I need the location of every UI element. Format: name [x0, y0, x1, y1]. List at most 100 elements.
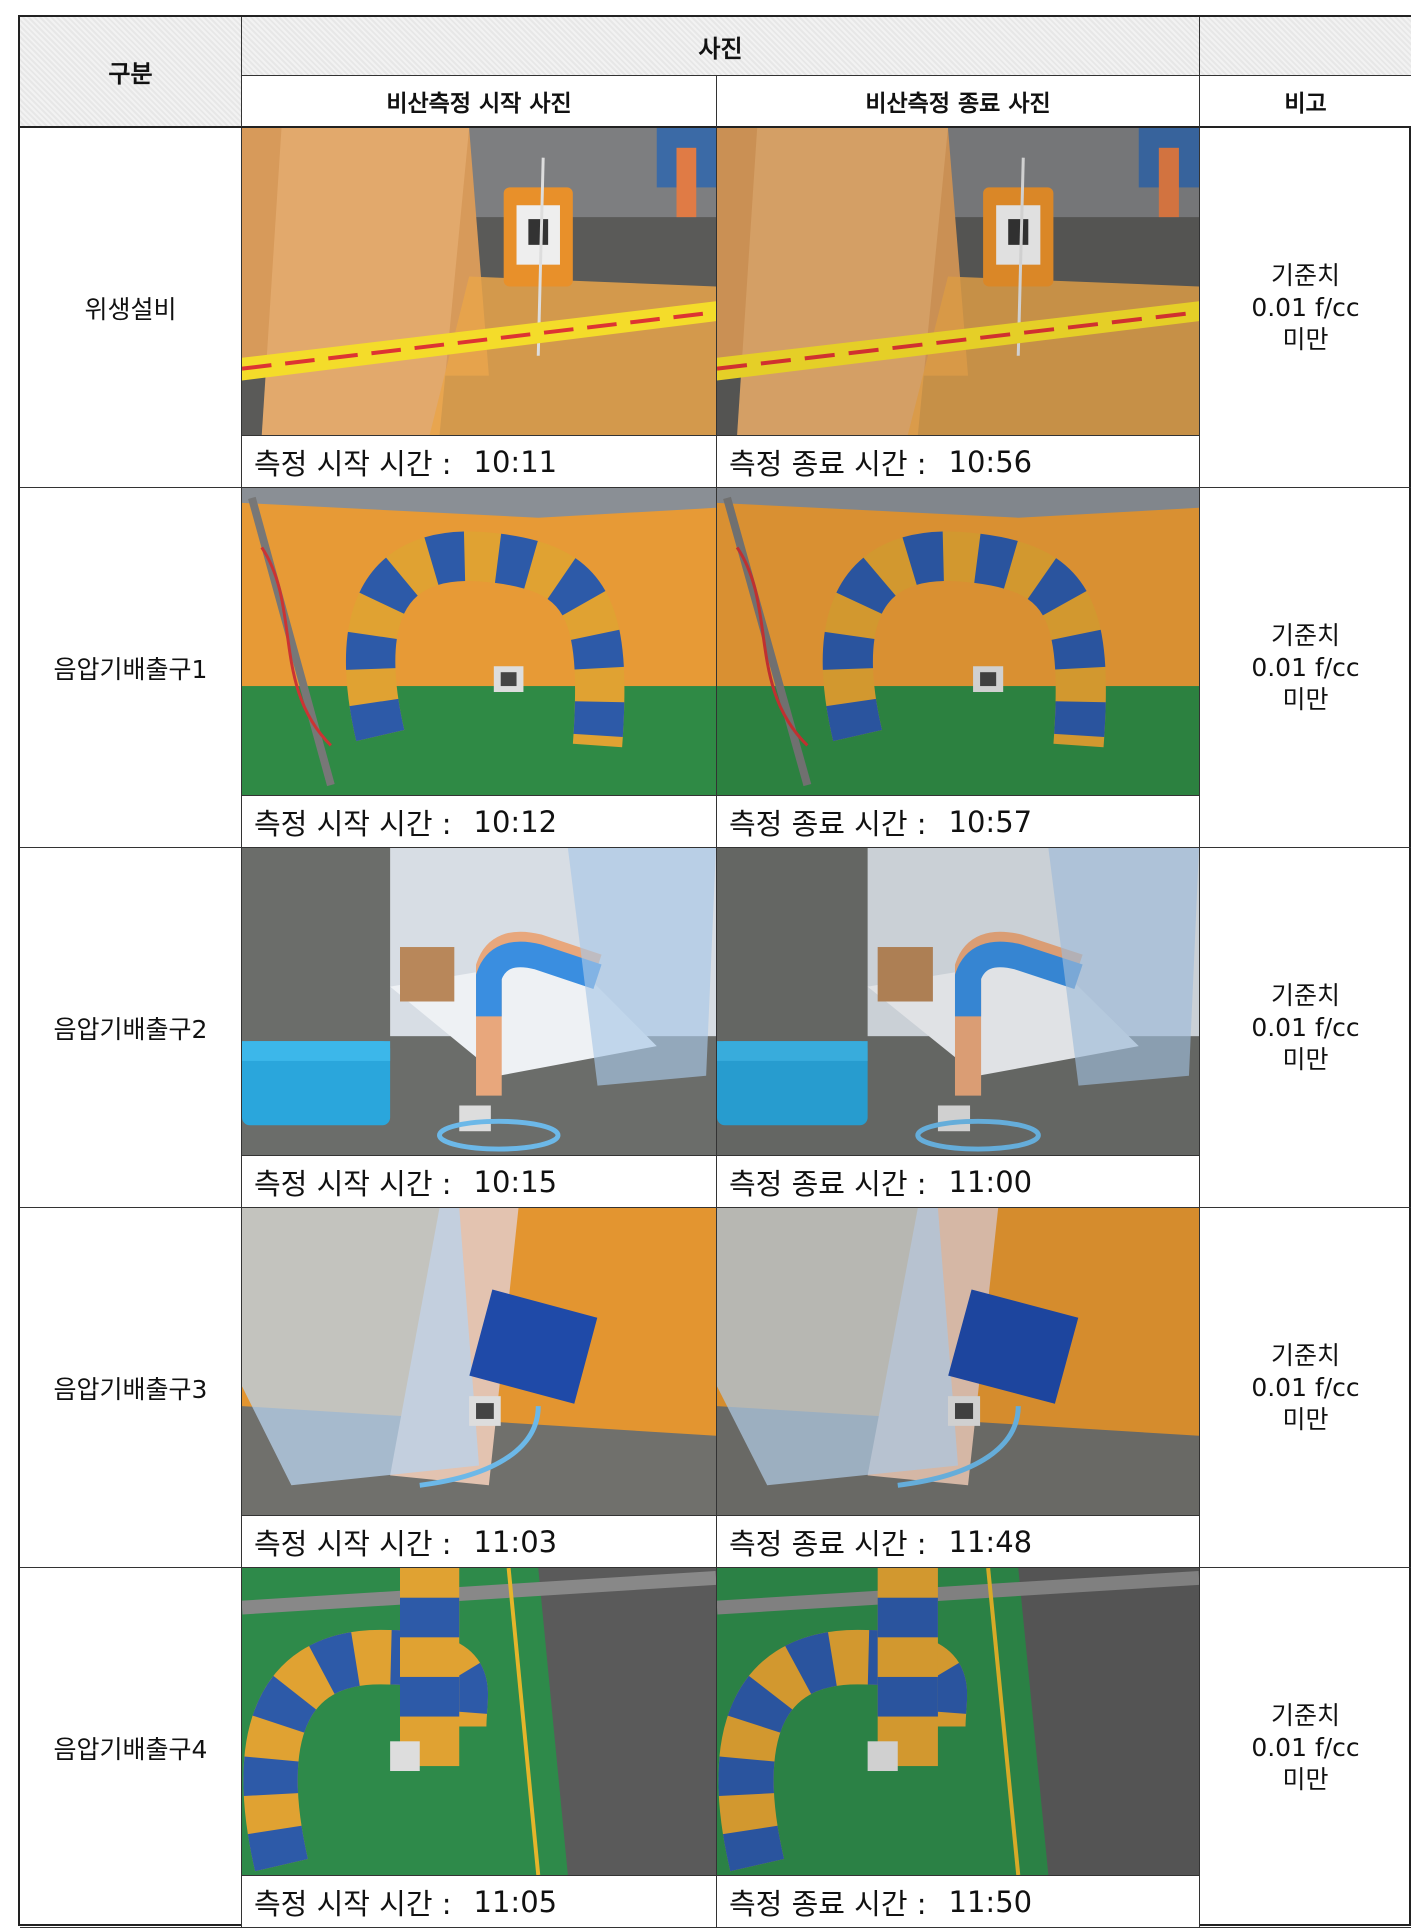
photo-shape — [717, 1568, 1199, 1875]
photo-shape — [242, 1041, 391, 1061]
photo-shape — [242, 686, 716, 795]
caption-label: 측정 시작 시간 : — [254, 806, 452, 841]
end-caption: 측정 종료 시간 : 10:56 — [717, 435, 1199, 487]
end-caption: 측정 종료 시간 : 11:50 — [717, 1875, 1199, 1927]
photo-shape — [954, 941, 1083, 1017]
photo-shape — [676, 147, 697, 218]
note-line: 0.01 f/cc — [1251, 292, 1360, 322]
caption-time: 10:12 — [473, 804, 558, 839]
photo-shape — [717, 1570, 1199, 1615]
photo-shape — [948, 1289, 1079, 1404]
end-photo-cell: 측정 종료 시간 : 11:48 — [717, 1208, 1200, 1568]
note-line: 0.01 f/cc — [1251, 1372, 1360, 1402]
start-photo-cell: 측정 시작 시간 : 10:12 — [242, 488, 717, 848]
start-photo — [242, 1208, 716, 1515]
note-cell: 기준치 0.01 f/cc 미만 — [1200, 848, 1411, 1208]
photo-shape — [1008, 219, 1029, 245]
caption-time: 10:15 — [473, 1164, 558, 1199]
photo-shape — [822, 531, 1106, 748]
photo-shape — [717, 1041, 868, 1061]
photo-shape — [717, 488, 1199, 795]
note-cell: 기준치 0.01 f/cc 미만 — [1200, 1208, 1411, 1568]
photo-shape — [718, 1629, 968, 1872]
header-note: 비고 — [1200, 76, 1411, 128]
header-blank — [1200, 17, 1411, 76]
photo-shape — [915, 1118, 1041, 1152]
note-line: 기준치 — [1270, 1340, 1340, 1370]
photo-shape — [242, 488, 716, 518]
table: 구분 사진 비산측정 시작 사진 비산측정 종료 사진 비고 위생설비 측정 시… — [18, 15, 1411, 1928]
end-photo — [717, 848, 1199, 1155]
caption-label: 측정 시작 시간 : — [254, 1166, 452, 1201]
caption-time: 11:03 — [473, 1524, 558, 1559]
note-line: 미만 — [1282, 1044, 1329, 1074]
photo-shape — [717, 1041, 868, 1126]
category-cell: 위생설비 — [20, 128, 242, 488]
caption-label: 측정 종료 시간 : — [729, 1526, 927, 1561]
start-photo — [242, 128, 716, 435]
category-cell: 음압기배출구2 — [20, 848, 242, 1208]
note-line: 기준치 — [1270, 1700, 1340, 1730]
start-photo-cell: 측정 시작 시간 : 11:05 — [242, 1568, 717, 1928]
note-line: 기준치 — [1270, 620, 1340, 650]
start-photo — [242, 488, 716, 795]
photo-shape — [986, 1568, 1021, 1875]
start-caption: 측정 시작 시간 : 11:03 — [242, 1515, 716, 1567]
caption-label: 측정 종료 시간 : — [729, 1886, 927, 1921]
start-caption: 측정 시작 시간 : 11:05 — [242, 1875, 716, 1927]
caption-label: 측정 시작 시간 : — [254, 1886, 452, 1921]
photo-shape — [1018, 1568, 1199, 1875]
photo-shape — [723, 496, 812, 787]
note-line: 기준치 — [1270, 260, 1340, 290]
category-cell: 음압기배출구3 — [20, 1208, 242, 1568]
start-caption: 측정 시작 시간 : 10:12 — [242, 795, 716, 847]
caption-time: 10:57 — [948, 804, 1033, 839]
photo-shape — [345, 531, 625, 748]
photo-shape — [717, 310, 1199, 371]
start-caption: 측정 시작 시간 : 10:11 — [242, 435, 716, 487]
photo-shape — [567, 848, 716, 1086]
caption-time: 11:00 — [948, 1164, 1033, 1199]
end-caption: 측정 종료 시간 : 10:57 — [717, 795, 1199, 847]
photo-shape — [476, 1403, 494, 1419]
photo-shape — [506, 1568, 541, 1875]
photo-shape — [243, 1629, 489, 1872]
note-line: 미만 — [1282, 1764, 1329, 1794]
photo-shape — [419, 1405, 541, 1488]
caption-label: 측정 종료 시간 : — [729, 806, 927, 841]
note-line: 미만 — [1282, 324, 1329, 354]
note-cell: 기준치 0.01 f/cc 미만 — [1200, 128, 1411, 488]
photo-shape — [877, 1676, 938, 1717]
photo-shape — [980, 672, 997, 687]
caption-label: 측정 시작 시간 : — [254, 1526, 452, 1561]
photo-shape — [717, 1208, 958, 1486]
photo-shape — [242, 1041, 391, 1126]
photo-shape — [437, 1118, 561, 1152]
note-line: 0.01 f/cc — [1251, 1012, 1360, 1042]
end-caption: 측정 종료 시간 : 11:48 — [717, 1515, 1199, 1567]
end-photo — [717, 488, 1199, 795]
photo-shape — [877, 1597, 938, 1638]
photo-shape — [877, 947, 933, 1002]
photo-shape — [1158, 147, 1179, 218]
note-line: 기준치 — [1270, 980, 1340, 1010]
caption-time: 11:05 — [473, 1884, 558, 1919]
start-photo — [242, 848, 716, 1155]
photo-shape — [1048, 848, 1199, 1086]
photo-shape — [476, 941, 602, 1017]
photo-shape — [242, 1208, 479, 1486]
photo-shape — [538, 1568, 716, 1875]
end-caption: 측정 종료 시간 : 11:00 — [717, 1155, 1199, 1207]
category-cell: 음압기배출구4 — [20, 1568, 242, 1928]
note-cell: 기준치 0.01 f/cc 미만 — [1200, 488, 1411, 848]
photo-shape — [937, 1105, 971, 1132]
note-line: 미만 — [1282, 1404, 1329, 1434]
start-photo-cell: 측정 시작 시간 : 10:15 — [242, 848, 717, 1208]
photo-shape — [390, 1741, 420, 1772]
end-photo-cell: 측정 종료 시간 : 11:50 — [717, 1568, 1200, 1928]
end-photo-cell: 측정 종료 시간 : 10:57 — [717, 488, 1200, 848]
photo-shape — [261, 128, 470, 435]
header-category: 구분 — [20, 17, 242, 128]
photo-shape — [717, 128, 1199, 435]
